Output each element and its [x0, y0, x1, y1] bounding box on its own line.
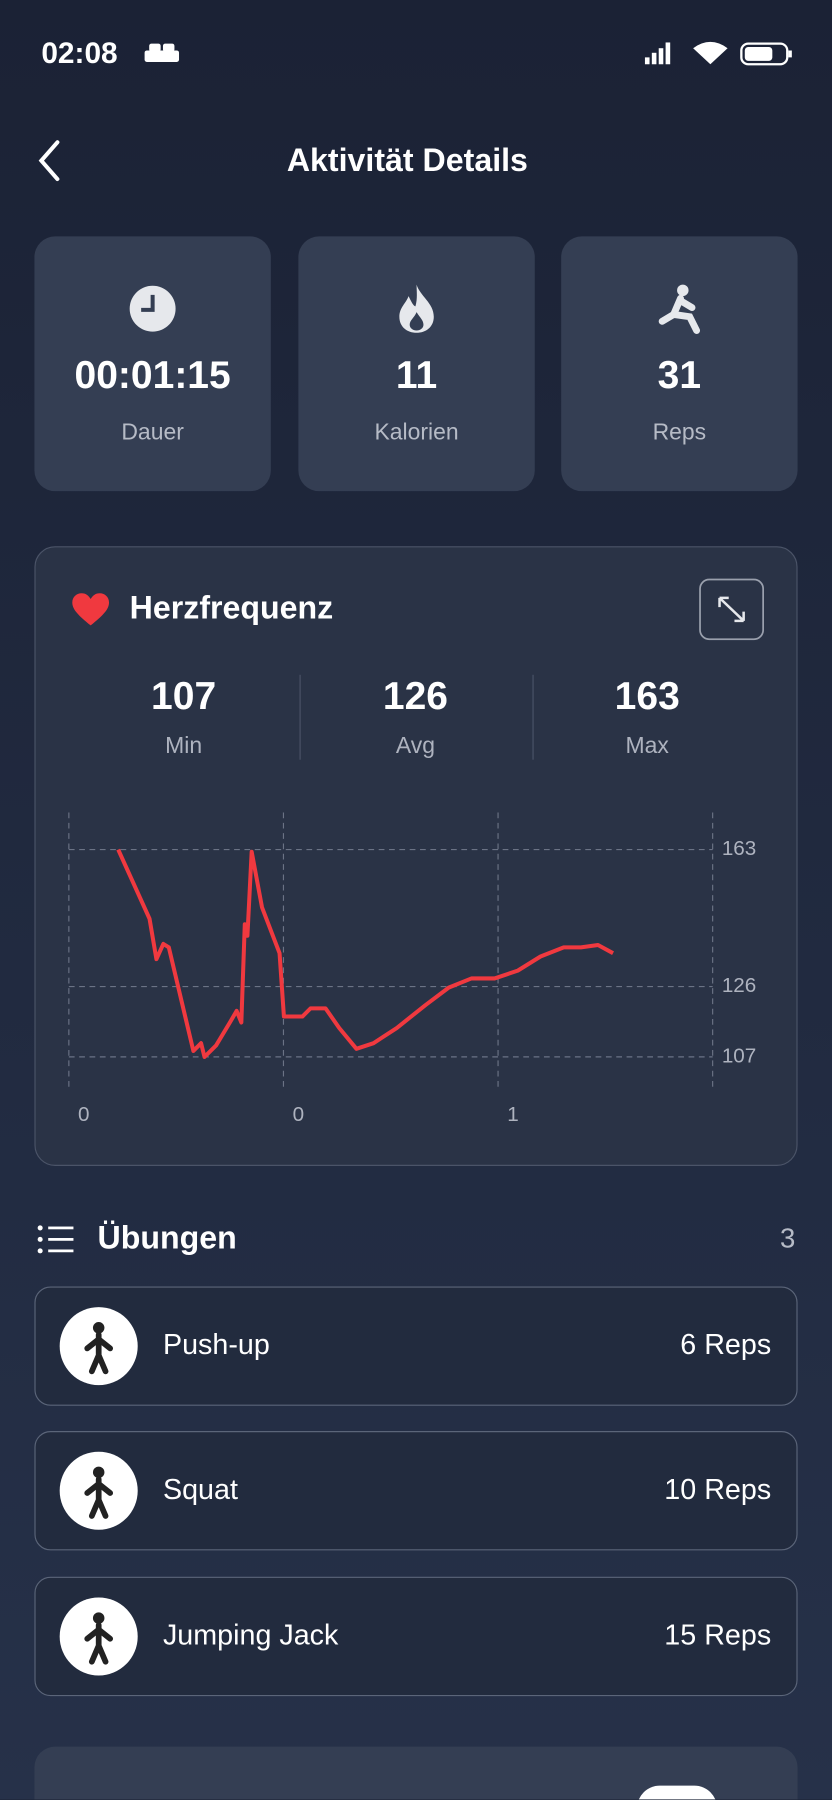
divider: [299, 674, 301, 760]
summary-value: 126: [382, 674, 448, 719]
stat-label: Kalorien: [374, 420, 459, 446]
stat-value: 00:01:15: [74, 353, 231, 398]
exercise-reps: 15 Reps: [664, 1619, 772, 1652]
exercise-reps: 10 Reps: [664, 1473, 772, 1506]
exercise-icon: [658, 284, 701, 334]
exercise-figure: [84, 1612, 114, 1665]
exercise-name: Push-up: [162, 1328, 270, 1362]
list-icon: [37, 1225, 74, 1254]
page-title: Aktivität Details: [286, 142, 528, 178]
exercise-figure: [84, 1322, 114, 1375]
exercise-row[interactable]: Push-up 6 Reps: [34, 1286, 798, 1406]
expand-button[interactable]: [699, 578, 765, 641]
summary-value: 163: [614, 674, 680, 719]
flame-icon: [399, 284, 434, 333]
y-tick-label: 163: [722, 837, 756, 860]
heart-rate-title: Herzfrequenz: [129, 589, 334, 626]
y-tick-label: 126: [722, 974, 756, 997]
summary-label: Min: [165, 733, 203, 759]
summary-label: Max: [625, 733, 669, 759]
stat-card: [298, 236, 535, 492]
status-time: 02:08: [41, 35, 118, 71]
stat-label: Reps: [652, 420, 707, 446]
stat-card: [561, 236, 798, 492]
stat-value: 11: [395, 353, 438, 398]
summary-label: Avg: [395, 733, 435, 759]
exercises-title: Übungen: [97, 1219, 237, 1256]
exercise-avatar: [59, 1597, 138, 1676]
status-icons: [644, 41, 792, 66]
x-tick-label: 0: [78, 1103, 89, 1126]
summary-value: 107: [151, 674, 217, 719]
y-tick-label: 107: [722, 1044, 756, 1067]
heart-icon: [72, 593, 110, 626]
toggle[interactable]: [636, 1785, 718, 1800]
exercise-avatar: [59, 1307, 138, 1386]
exercise-count: 3: [779, 1223, 796, 1255]
stat-label: Dauer: [121, 420, 184, 446]
stat-value: 31: [657, 353, 702, 398]
exercise-name: Squat: [162, 1473, 238, 1506]
heart-rate-card: [34, 546, 798, 1166]
x-tick-label: 0: [293, 1103, 304, 1126]
exercise-name: Jumping Jack: [162, 1619, 339, 1652]
sleep-icon: [144, 43, 180, 62]
x-tick-label: 1: [507, 1103, 518, 1126]
back-button[interactable]: [32, 138, 66, 184]
exercise-row[interactable]: Squat 10 Reps: [34, 1431, 798, 1551]
exercise-avatar: [59, 1451, 138, 1530]
exercise-figure: [84, 1466, 114, 1519]
divider: [532, 674, 534, 760]
exercise-row[interactable]: Jumping Jack 15 Reps: [34, 1576, 798, 1697]
exercise-reps: 6 Reps: [680, 1328, 772, 1362]
clock-icon: [129, 285, 176, 332]
heart-rate-chart: 0 0 1 107 126 163: [68, 812, 756, 1126]
stat-card: [34, 236, 271, 492]
heart-rate-line: [116, 848, 614, 1059]
